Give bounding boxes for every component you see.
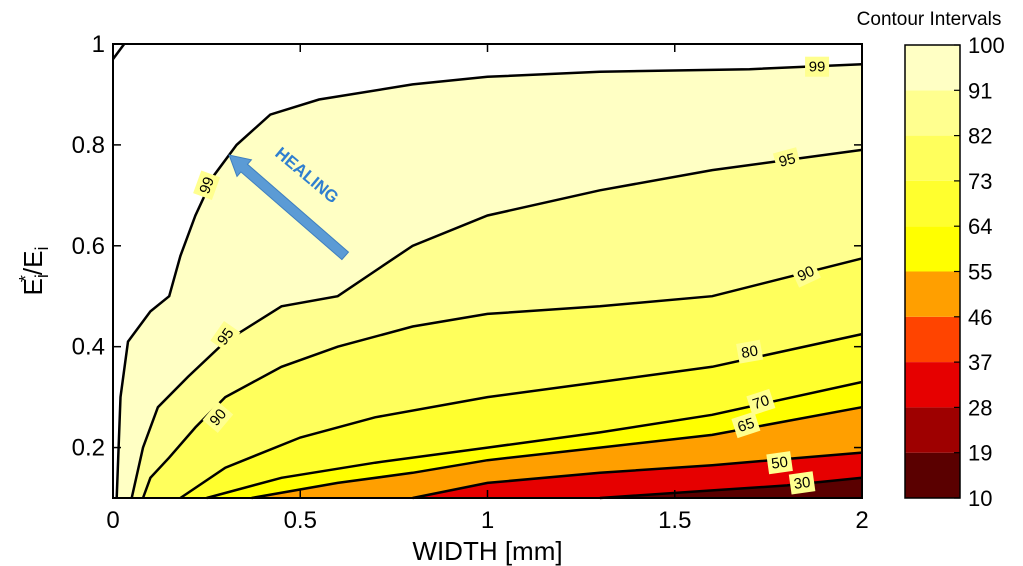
y-label-sup: *: [16, 275, 36, 282]
contour-label-50: 50: [766, 451, 793, 475]
colorbar-bands: [905, 45, 960, 498]
svg-text:99: 99: [196, 175, 218, 196]
colorbar-band: [905, 407, 960, 453]
contour-label-99: 99: [193, 170, 221, 200]
contour-line-99: [115, 62, 863, 499]
contour-lines: [111, 43, 863, 500]
contour-label-65: 65: [731, 411, 761, 439]
contour-line-50: [412, 451, 863, 500]
y-tick-label: 0.8: [72, 132, 105, 159]
x-tick-label: 0: [106, 507, 119, 534]
colorbar-tick-label: 37: [968, 350, 992, 375]
contour-line-70: [206, 380, 863, 500]
colorbar-tick-label: 46: [968, 305, 992, 330]
colorbar-ticks: 10 19 28 37 46 55 64 73 82 91 100: [954, 33, 1005, 511]
svg-text:90: 90: [795, 263, 817, 285]
x-tick-label: 1: [481, 507, 494, 534]
colorbar-band: [905, 45, 960, 91]
colorbar-tick-label: 10: [968, 486, 992, 511]
colorbar: Contour Intervals 1019283746556473829110…: [857, 9, 1005, 511]
colorbar-tick-label: 19: [968, 441, 992, 466]
colorbar-title: Contour Intervals: [857, 9, 1002, 30]
y-tick-label: 0.6: [72, 233, 105, 260]
svg-text:95: 95: [214, 325, 237, 348]
colorbar-tick-label: 28: [968, 395, 992, 420]
colorbar-tick-label: 73: [968, 169, 992, 194]
colorbar-tick-label: 64: [968, 214, 992, 239]
y-label-sub2: i: [32, 247, 52, 251]
contour-fills: [113, 44, 863, 498]
x-tick-label: 2: [855, 507, 868, 534]
y-axis-label: Ei*/Ei: [16, 247, 52, 296]
colorbar-tick-label: 91: [968, 78, 992, 103]
colorbar-band: [905, 271, 960, 317]
y-tick-label: 0.4: [72, 334, 105, 361]
svg-text:65: 65: [735, 415, 756, 436]
colorbar-band: [905, 452, 960, 498]
y-label-slash: /E: [18, 251, 48, 276]
x-axis-ticks: 0 0.5 1 1.5 2: [106, 44, 869, 534]
colorbar-tick-label: 82: [968, 124, 992, 149]
svg-text:95: 95: [777, 150, 798, 171]
x-axis-label: WIDTH [mm]: [412, 536, 562, 566]
contour-label-90: 90: [790, 259, 821, 288]
colorbar-band: [905, 226, 960, 272]
contour-label-95: 95: [772, 147, 802, 173]
contour-label-80: 80: [736, 339, 764, 364]
healing-arrow-icon: [228, 154, 350, 261]
colorbar-tick-label: 55: [968, 260, 992, 285]
y-axis-ticks: 0.2 0.4 0.6 0.8 1: [72, 31, 862, 462]
colorbar-tick-label: 100: [968, 33, 1005, 58]
contour-label-70: 70: [746, 388, 776, 416]
contour-line-30: [599, 476, 863, 500]
colorbar-band: [905, 316, 960, 363]
contour-label-99: 99: [805, 56, 830, 77]
svg-text:Ei*/Ei: Ei*/Ei: [16, 247, 52, 296]
colorbar-band: [905, 135, 960, 181]
contour-line-95: [130, 148, 863, 499]
contour-label-90: 90: [202, 401, 234, 433]
colorbar-band: [905, 362, 960, 408]
colorbar-band: [905, 90, 960, 136]
svg-text:30: 30: [793, 474, 812, 493]
contour-label-95: 95: [210, 321, 241, 353]
contour-line-80: [179, 332, 863, 500]
colorbar-band: [905, 180, 960, 227]
svg-text:50: 50: [770, 454, 789, 473]
y-tick-label: 1: [92, 31, 105, 58]
y-label-sub1: i: [32, 274, 52, 278]
contour-line-90: [141, 257, 863, 499]
x-tick-label: 1.5: [658, 507, 691, 534]
y-tick-label: 0.2: [72, 435, 105, 462]
svg-text:80: 80: [740, 342, 759, 362]
contour-label-30: 30: [788, 471, 816, 495]
x-tick-label: 0.5: [284, 507, 317, 534]
y-label-base: E: [18, 278, 48, 295]
contour-line-99: [111, 43, 126, 60]
svg-text:99: 99: [809, 59, 826, 76]
svg-text:70: 70: [750, 392, 771, 413]
contour-line-65: [251, 405, 863, 500]
